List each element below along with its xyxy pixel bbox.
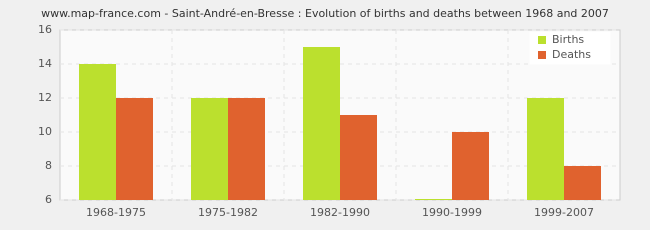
- x-tick-label: 1999-2007: [534, 206, 594, 219]
- bar: [79, 64, 116, 200]
- y-tick-label: 6: [45, 193, 52, 206]
- bar: [452, 132, 489, 200]
- legend-label: Births: [552, 33, 584, 46]
- legend-swatch: [538, 36, 546, 44]
- bar: [228, 98, 265, 200]
- x-tick-label: 1990-1999: [422, 206, 482, 219]
- y-tick-label: 8: [45, 159, 52, 172]
- legend-label: Deaths: [552, 48, 591, 61]
- y-tick-label: 14: [38, 57, 52, 70]
- bar: [191, 98, 228, 200]
- x-tick-label: 1975-1982: [198, 206, 258, 219]
- x-tick-label: 1968-1975: [86, 206, 146, 219]
- chart: www.map-france.com - Saint-André-en-Bres…: [0, 0, 650, 230]
- chart-title: www.map-france.com - Saint-André-en-Bres…: [41, 7, 609, 20]
- legend-swatch: [538, 51, 546, 59]
- bar: [527, 98, 564, 200]
- bar: [340, 115, 377, 200]
- bar: [116, 98, 153, 200]
- y-tick-label: 12: [38, 91, 52, 104]
- x-tick-label: 1982-1990: [310, 206, 370, 219]
- bar: [303, 47, 340, 200]
- y-tick-label: 10: [38, 125, 52, 138]
- bar: [564, 166, 601, 200]
- bar: [415, 199, 452, 200]
- y-tick-label: 16: [38, 23, 52, 36]
